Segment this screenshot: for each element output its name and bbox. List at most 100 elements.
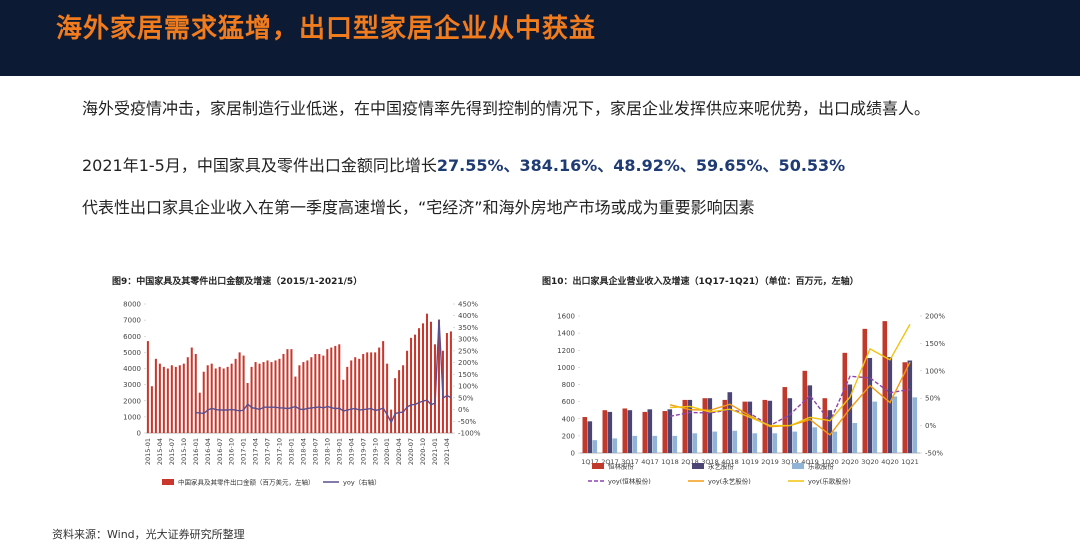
x-tick-label: 1Q17 bbox=[581, 458, 599, 466]
x-tick-label: 2019-04 bbox=[347, 438, 355, 465]
x-tick-label: 2021-04 bbox=[443, 438, 451, 465]
bar bbox=[362, 353, 365, 433]
bullet-text: 2021年1-5月，中国家具及零件出口金额同比增长 bbox=[82, 156, 437, 175]
legend-label: 中国家具及其零件出口金额（百万美元，左轴） bbox=[178, 478, 315, 487]
y-tick-label: 0 bbox=[137, 430, 141, 438]
bar bbox=[418, 328, 421, 433]
x-tick-label: 2016-10 bbox=[228, 438, 236, 465]
legend-swatch bbox=[792, 463, 804, 469]
bar bbox=[174, 366, 177, 433]
bar bbox=[330, 347, 333, 433]
bar bbox=[792, 431, 798, 453]
bar bbox=[742, 401, 748, 453]
bar bbox=[166, 368, 169, 433]
x-tick-label: 2019-07 bbox=[359, 438, 367, 465]
bar bbox=[872, 401, 878, 453]
bar bbox=[350, 360, 353, 433]
bar bbox=[218, 366, 221, 433]
bar bbox=[282, 353, 285, 433]
y2-tick-label: 50% bbox=[458, 394, 474, 402]
bar bbox=[262, 362, 265, 433]
x-tick-label: 2021-01 bbox=[431, 438, 439, 465]
bar bbox=[662, 411, 668, 453]
y2-tick-label: 0% bbox=[925, 422, 936, 430]
y2-tick-label: -50% bbox=[925, 450, 943, 458]
y-tick-label: 5000 bbox=[123, 349, 141, 357]
bar bbox=[747, 401, 753, 453]
bar bbox=[162, 366, 165, 433]
source-note: 资料来源：Wind，光大证券研究所整理 bbox=[52, 528, 245, 541]
x-tick-label: 4Q19 bbox=[801, 458, 819, 466]
x-tick-label: 2020-10 bbox=[419, 438, 427, 465]
bar bbox=[587, 421, 593, 453]
x-tick-label: 2018-10 bbox=[323, 438, 331, 465]
x-tick-label: 2016-07 bbox=[216, 438, 224, 465]
bar bbox=[394, 378, 397, 433]
y2-tick-label: -50% bbox=[458, 418, 476, 426]
y2-tick-label: -100% bbox=[458, 430, 481, 438]
legend-label: yoy(永艺股份) bbox=[708, 477, 751, 486]
bar bbox=[366, 352, 369, 433]
bar bbox=[154, 358, 157, 433]
x-tick-label: 2015-01 bbox=[144, 438, 152, 465]
y2-tick-label: 100% bbox=[925, 367, 945, 375]
bar bbox=[290, 349, 293, 433]
bar bbox=[652, 435, 658, 453]
y-tick-label: 1200 bbox=[557, 347, 575, 355]
bar bbox=[346, 366, 349, 433]
legend-swatch bbox=[592, 463, 604, 469]
y-tick-label: 0 bbox=[571, 450, 575, 458]
bar bbox=[647, 409, 653, 453]
bar bbox=[214, 368, 217, 433]
bar bbox=[727, 392, 733, 453]
bar bbox=[712, 431, 718, 453]
bar bbox=[802, 370, 808, 453]
y2-tick-label: 250% bbox=[458, 347, 478, 355]
bar bbox=[827, 410, 833, 453]
x-tick-label: 2015-07 bbox=[168, 438, 176, 465]
x-tick-label: 2017-07 bbox=[264, 438, 272, 465]
bar bbox=[692, 433, 698, 453]
bar bbox=[258, 363, 261, 433]
legend-label: 永艺股份 bbox=[708, 462, 735, 471]
x-tick-label: 2015-04 bbox=[156, 438, 164, 465]
bar bbox=[422, 323, 425, 433]
chart-title: 图10：出口家具企业营业收入及增速（1Q17-1Q21）（单位：百万元，左轴） bbox=[542, 275, 859, 287]
bar bbox=[592, 440, 598, 453]
line-series bbox=[195, 319, 452, 425]
bar bbox=[374, 352, 377, 433]
bar bbox=[302, 362, 305, 433]
bar bbox=[370, 352, 373, 433]
x-tick-label: 2019-01 bbox=[335, 438, 343, 465]
bar bbox=[306, 360, 309, 433]
bar bbox=[150, 386, 153, 433]
x-tick-label: 2016-04 bbox=[204, 438, 212, 465]
bar bbox=[602, 410, 608, 453]
bar bbox=[242, 355, 245, 433]
y-tick-label: 7000 bbox=[123, 317, 141, 325]
bar bbox=[298, 365, 301, 433]
bar bbox=[146, 341, 149, 433]
header-band: 海外家居需求猛增，出口型家居企业从中获益 bbox=[0, 0, 1080, 76]
bar bbox=[386, 363, 389, 433]
bar bbox=[234, 358, 237, 433]
bar bbox=[382, 341, 385, 433]
bar bbox=[852, 423, 858, 453]
line-series bbox=[669, 323, 911, 427]
bar bbox=[318, 353, 321, 433]
bar bbox=[338, 344, 341, 433]
y-tick-label: 400 bbox=[562, 415, 575, 423]
x-tick-label: 2018-04 bbox=[299, 438, 307, 465]
bar bbox=[294, 376, 297, 433]
bar bbox=[406, 350, 409, 433]
bar bbox=[682, 399, 688, 453]
x-tick-label: 1Q18 bbox=[661, 458, 679, 466]
legend-label: yoy(乐歌股份) bbox=[808, 477, 851, 486]
x-tick-label: 4Q17 bbox=[641, 458, 659, 466]
x-tick-label: 4Q18 bbox=[721, 458, 739, 466]
bar bbox=[702, 398, 708, 453]
bar bbox=[707, 398, 713, 453]
bar bbox=[425, 313, 429, 433]
bar bbox=[178, 365, 181, 433]
